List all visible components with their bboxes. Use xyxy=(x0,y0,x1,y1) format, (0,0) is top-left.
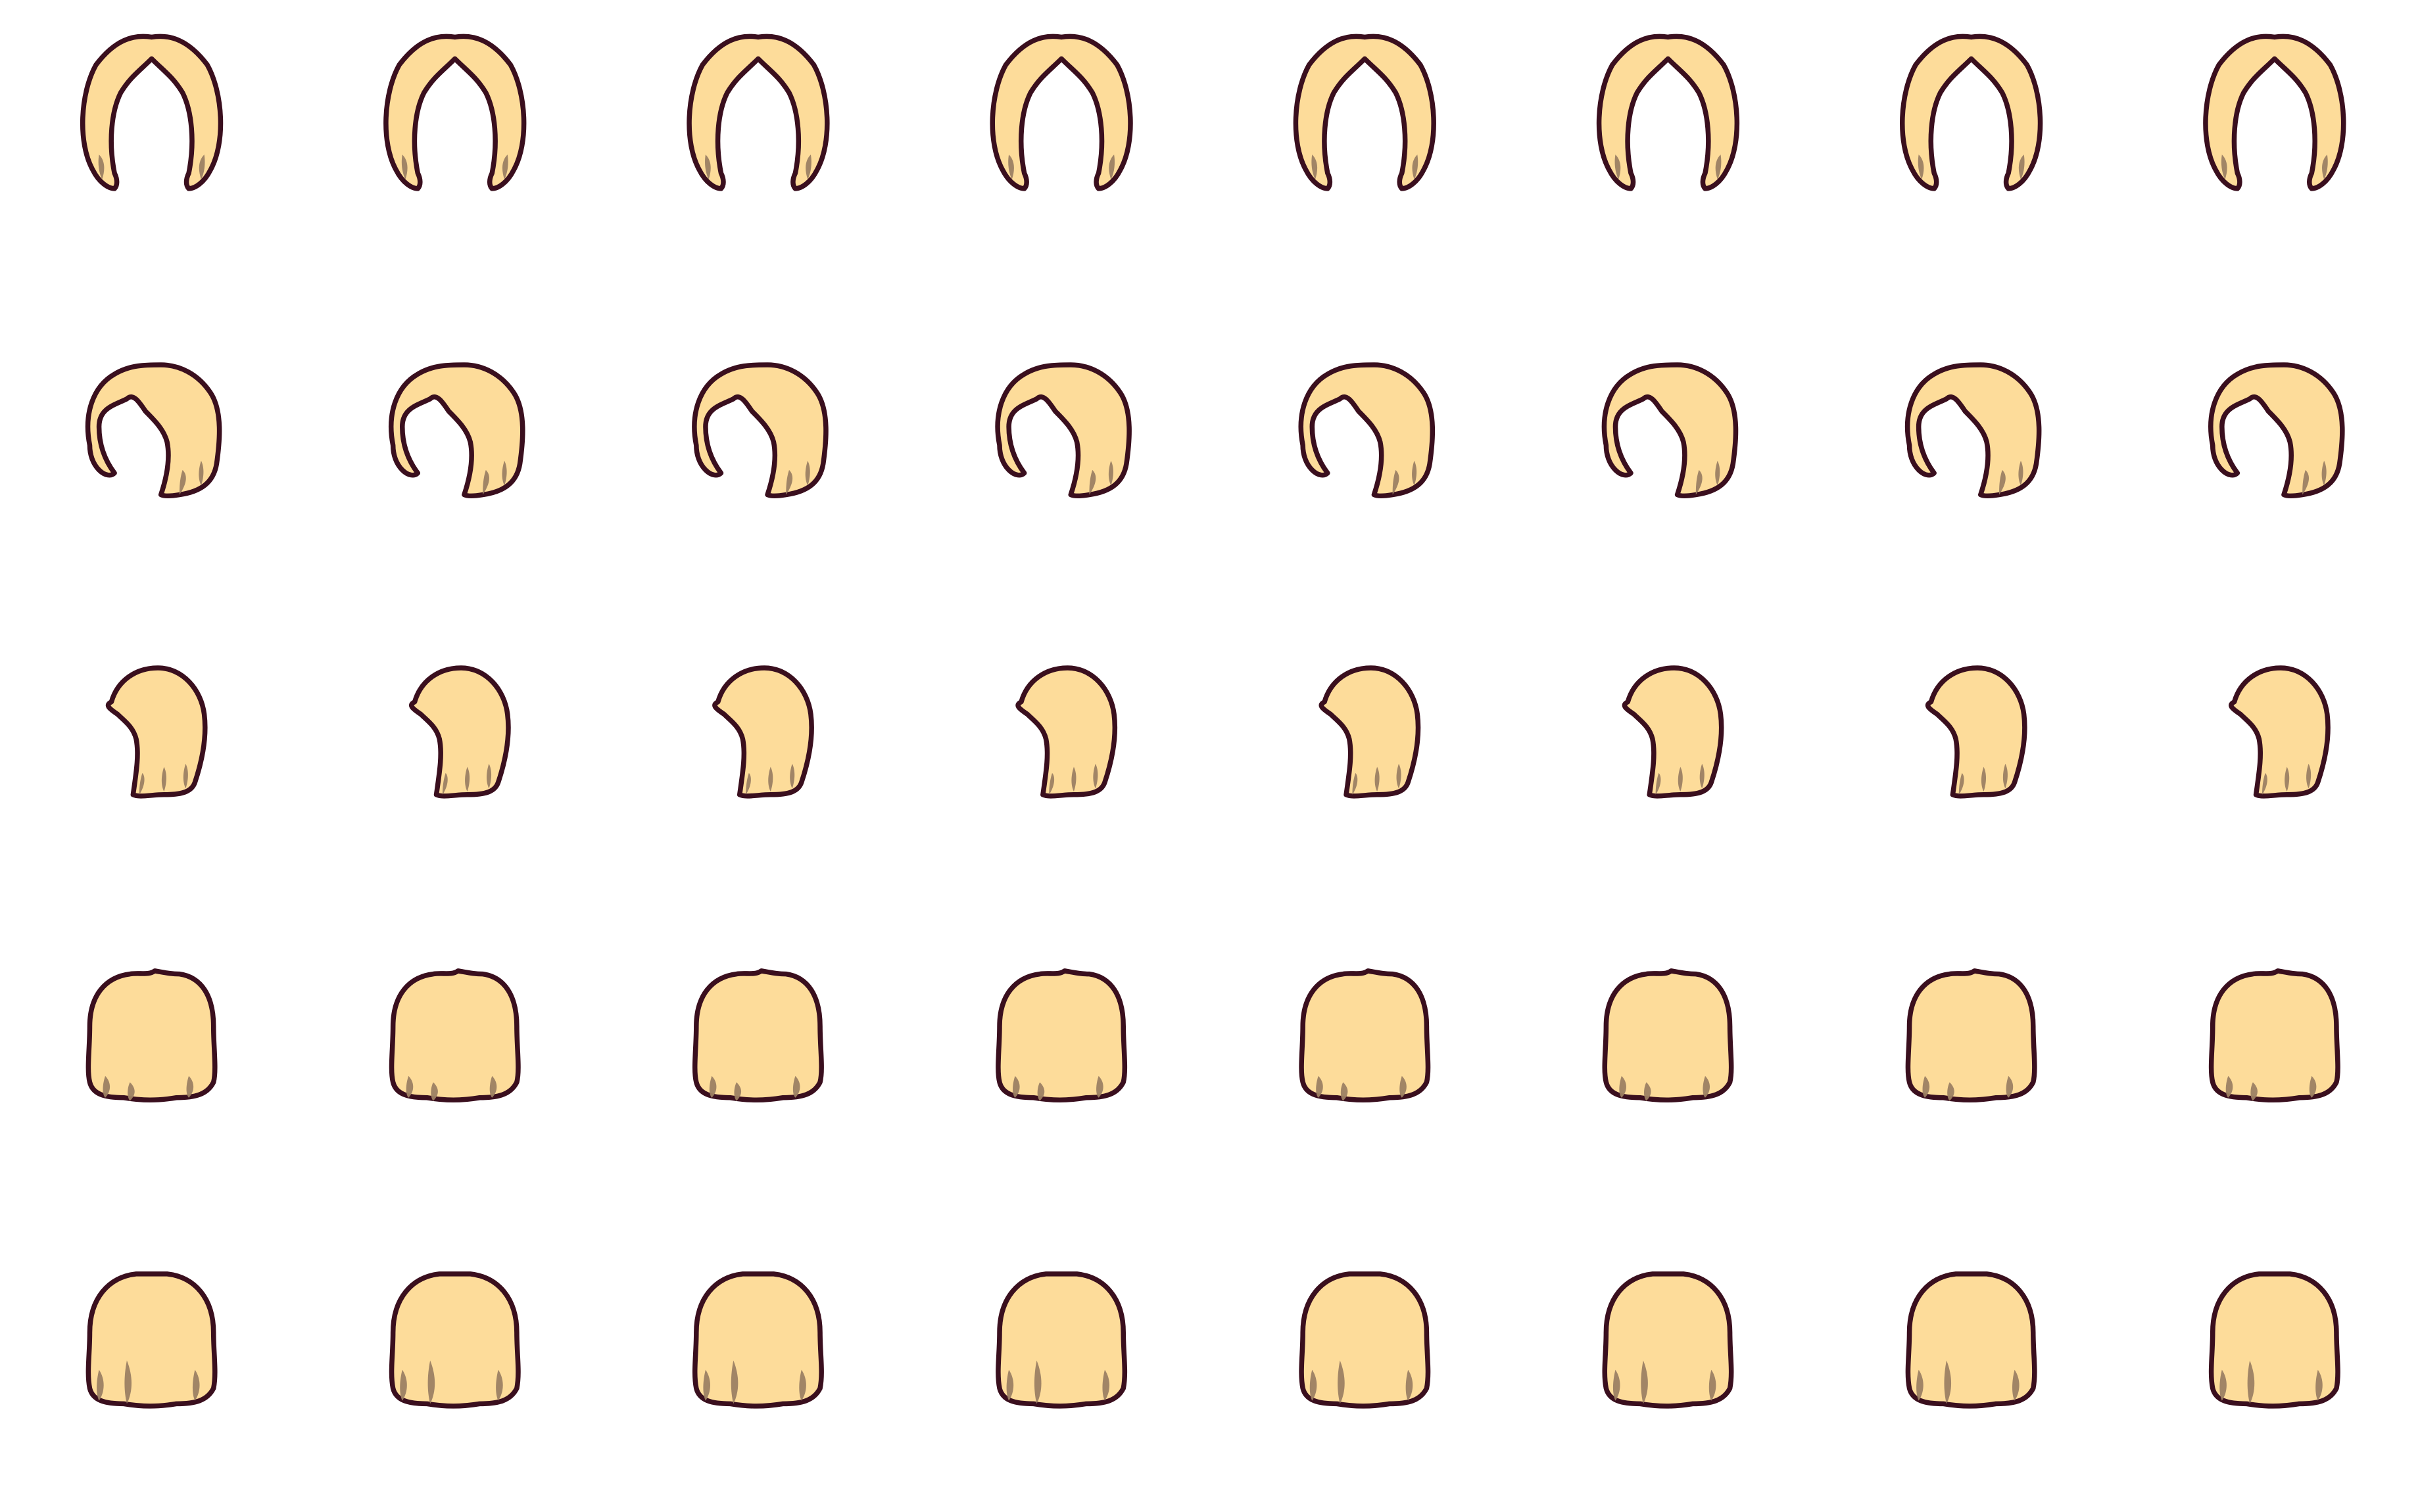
hair-side-sweep-icon xyxy=(998,365,1129,496)
hair-ponytail-side-icon xyxy=(2231,668,2328,796)
hair-side-sweep-icon xyxy=(694,365,826,496)
hair-bob-long-icon xyxy=(1301,1274,1428,1406)
hair-arch-back-icon xyxy=(83,36,221,189)
hair-bob-long-icon xyxy=(695,1274,821,1406)
hair-arch-back-icon xyxy=(689,36,827,189)
hair-side-sweep-icon xyxy=(391,365,523,496)
hair-bob-long-icon xyxy=(1605,1274,1731,1406)
hair-ponytail-side-icon xyxy=(412,668,508,796)
hair-bob-round-icon xyxy=(1301,971,1428,1101)
hair-ponytail-side-icon xyxy=(1624,668,1721,796)
hair-sprite-row-1 xyxy=(83,36,2344,189)
hair-bob-round-icon xyxy=(2212,971,2338,1101)
hair-side-sweep-icon xyxy=(88,365,220,496)
hair-ponytail-side-icon xyxy=(715,668,811,796)
hair-sprite-row-4 xyxy=(88,971,2338,1101)
sprite-grid xyxy=(83,36,2344,1406)
hair-bob-long-icon xyxy=(2212,1274,2338,1406)
hair-sprite-row-5 xyxy=(88,1274,2338,1406)
hair-bob-long-icon xyxy=(998,1274,1125,1406)
hair-side-sweep-icon xyxy=(1908,365,2039,496)
hair-bob-round-icon xyxy=(88,971,214,1101)
hair-ponytail-side-icon xyxy=(109,668,205,796)
hair-bob-round-icon xyxy=(1908,971,2034,1101)
hair-ponytail-side-icon xyxy=(1321,668,1418,796)
hair-ponytail-side-icon xyxy=(1018,668,1115,796)
hair-arch-back-icon xyxy=(1902,36,2041,189)
hair-bob-long-icon xyxy=(88,1274,214,1406)
hair-bob-long-icon xyxy=(1908,1274,2034,1406)
hair-bob-long-icon xyxy=(392,1274,518,1406)
hair-arch-back-icon xyxy=(386,36,524,189)
hair-arch-back-icon xyxy=(2206,36,2344,189)
hair-sprite-row-3 xyxy=(109,668,2329,796)
hair-side-sweep-icon xyxy=(1604,365,1735,496)
hair-bob-round-icon xyxy=(998,971,1125,1101)
hair-arch-back-icon xyxy=(1295,36,1434,189)
hair-bob-round-icon xyxy=(695,971,821,1101)
hair-arch-back-icon xyxy=(992,36,1130,189)
hair-bob-round-icon xyxy=(392,971,518,1101)
hair-side-sweep-icon xyxy=(2211,365,2342,496)
hair-side-sweep-icon xyxy=(1301,365,1432,496)
hair-arch-back-icon xyxy=(1599,36,1737,189)
hair-ponytail-side-icon xyxy=(1928,668,2025,796)
hair-bob-round-icon xyxy=(1605,971,1731,1101)
hair-sprite-row-2 xyxy=(88,365,2342,496)
